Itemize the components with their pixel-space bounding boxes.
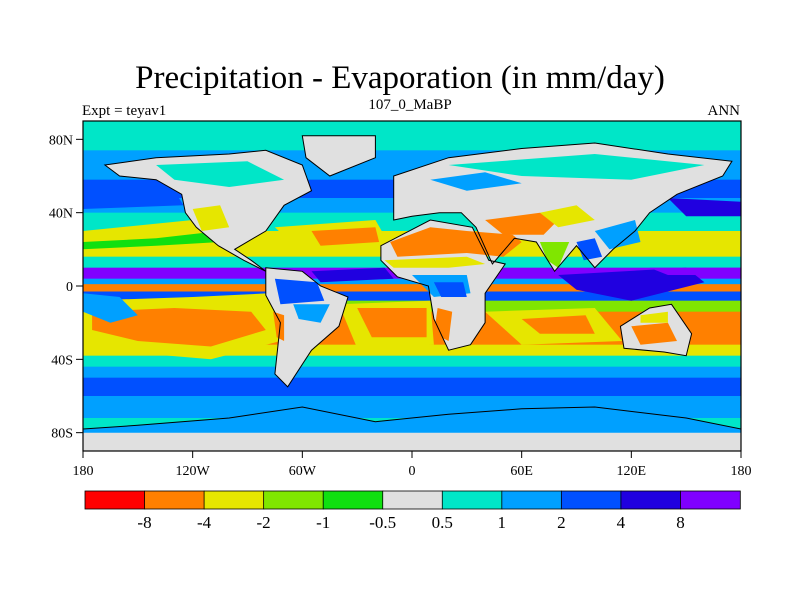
labelbar-box xyxy=(560,490,622,510)
y-tick-label: 40N xyxy=(49,207,73,222)
land-patch xyxy=(539,242,570,268)
land-patch xyxy=(274,278,325,305)
x-tick-label: 60E xyxy=(510,464,533,479)
field-patch xyxy=(558,267,705,301)
labelbar-box xyxy=(203,490,265,510)
field-band xyxy=(83,344,741,357)
labelbar-box xyxy=(263,490,324,510)
land-patch xyxy=(384,256,486,268)
labelbar-box xyxy=(680,490,741,510)
coastline xyxy=(103,149,313,272)
labelbar-box xyxy=(322,490,384,510)
field-patch xyxy=(83,293,138,323)
land-patch xyxy=(631,322,677,345)
field-patch xyxy=(649,267,741,275)
land-patch xyxy=(293,304,330,323)
labelbar-label: -4 xyxy=(197,513,212,532)
map-field xyxy=(83,121,741,451)
labelbar-label: -1 xyxy=(316,513,330,532)
land-patch xyxy=(83,407,741,433)
field-patch xyxy=(311,227,380,246)
land-patch xyxy=(433,308,453,341)
field-band xyxy=(83,377,741,397)
labelbar-label: -8 xyxy=(137,513,151,532)
x-tick-label: 60W xyxy=(289,464,317,479)
labelbar-box xyxy=(144,490,205,510)
land-patch xyxy=(485,212,559,235)
coastline xyxy=(301,135,376,177)
field-band xyxy=(83,284,741,292)
season-label: ANN xyxy=(707,103,741,119)
chart-subtitle: 107_0_MaBP xyxy=(368,97,452,113)
field-patch xyxy=(92,308,266,347)
labelbar-label: 8 xyxy=(676,513,685,532)
field-band xyxy=(83,366,741,379)
y-tick-label: 40S xyxy=(51,353,73,368)
x-tick-label: 120W xyxy=(176,464,211,479)
field-patch xyxy=(311,267,394,283)
labelbar-label: 4 xyxy=(617,513,626,532)
land-patch xyxy=(390,227,522,257)
field-patch xyxy=(357,308,427,338)
field-band xyxy=(83,278,741,285)
land-patch xyxy=(640,311,668,323)
x-axis: 180 120W 60W 0 60E 120E 180 xyxy=(73,451,752,479)
land-patch xyxy=(430,172,522,191)
coastline xyxy=(619,303,693,357)
x-tick-label: 180 xyxy=(731,464,752,479)
land-mass xyxy=(302,135,376,176)
field-patch xyxy=(83,231,221,250)
land-patch xyxy=(448,154,705,180)
land-patch xyxy=(539,205,595,228)
x-tick-label: 0 xyxy=(409,464,416,479)
field-patch xyxy=(521,315,595,334)
field-band xyxy=(83,291,741,302)
field-band xyxy=(83,355,741,368)
land-patch xyxy=(273,311,285,341)
labelbar-box xyxy=(501,490,563,510)
labelbar-box xyxy=(84,490,146,510)
x-tick-label: 180 xyxy=(73,464,94,479)
land-patch xyxy=(594,220,641,250)
land-patch xyxy=(576,238,603,261)
y-tick-label: 80S xyxy=(51,427,73,442)
experiment-label: Expt = teyav1 xyxy=(82,103,167,119)
labelbar-label: -0.5 xyxy=(369,513,396,532)
land-patch xyxy=(192,205,230,231)
land-patch xyxy=(433,282,467,297)
x-tick-label: 120E xyxy=(617,464,647,479)
labelbar-label: 2 xyxy=(557,513,566,532)
labelbar-label: 1 xyxy=(498,513,507,532)
chart-title: Precipitation - Evaporation (in mm/day) xyxy=(135,60,665,96)
y-tick-label: 80N xyxy=(49,133,73,148)
land-patch xyxy=(156,161,285,187)
coastline xyxy=(380,219,507,351)
labelbar-box xyxy=(620,490,682,510)
field-patch xyxy=(83,190,184,209)
labelbar-label: -2 xyxy=(257,513,271,532)
color-labelbar: -8 -4 -2 -1 -0.5 0.5 1 2 4 8 xyxy=(84,490,741,532)
coastline xyxy=(265,267,349,388)
y-axis: 80N 40N 0 40S 80S xyxy=(49,133,83,442)
coastlines xyxy=(83,135,741,451)
field-patch xyxy=(667,198,741,217)
coastline xyxy=(83,406,741,451)
coastline xyxy=(393,142,733,273)
y-tick-label: 0 xyxy=(66,280,73,295)
labelbar-box xyxy=(382,490,443,510)
labelbar-label: 0.5 xyxy=(432,513,453,532)
labelbar-box xyxy=(441,490,503,510)
field-band xyxy=(83,121,741,151)
